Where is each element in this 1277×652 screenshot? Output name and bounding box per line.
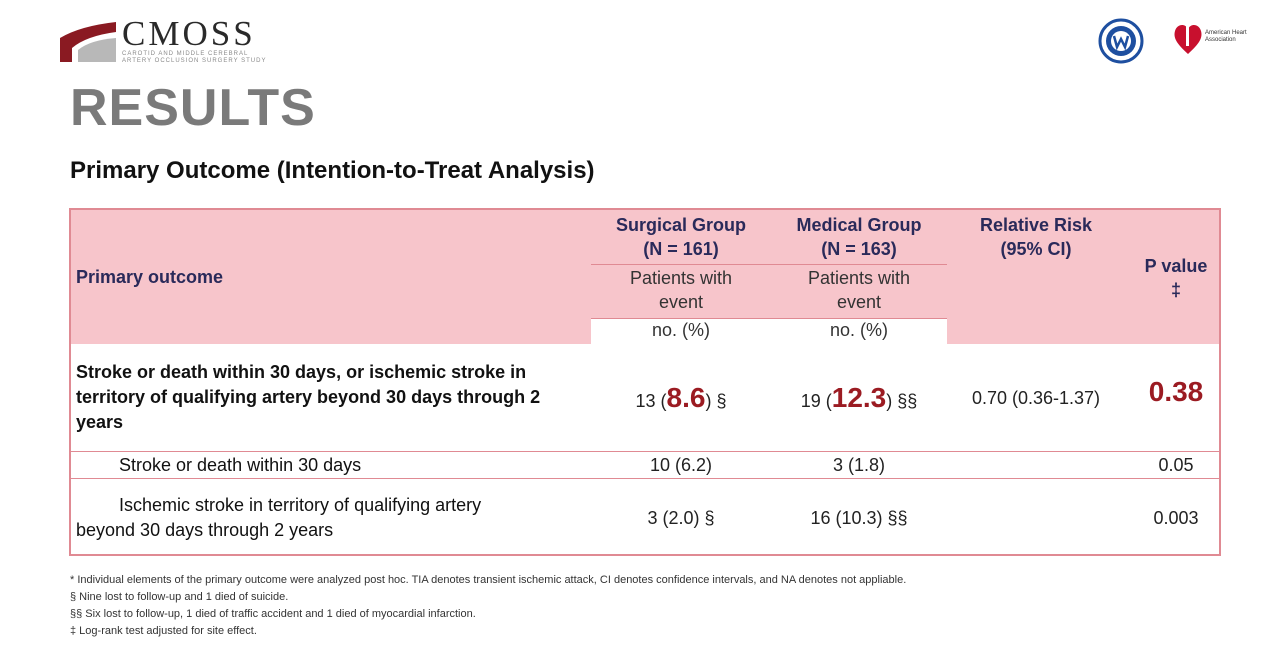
aha-logo: American Heart Association xyxy=(1173,20,1253,60)
row-stroke-death-surgical: 10 (6.2) xyxy=(649,455,713,475)
surgical-patients-line1: Patients with xyxy=(629,268,733,288)
footnote-2: § Nine lost to follow-up and 1 died of s… xyxy=(70,591,289,603)
header-relative-risk: Relative Risk (95% CI) xyxy=(951,213,1121,261)
medical-patients-line1: Patients with xyxy=(807,268,911,288)
partner-logos: American Heart Association xyxy=(1097,18,1257,64)
cmoss-logo-mark-icon xyxy=(60,16,116,62)
row-primary-p: 0.38 xyxy=(1148,376,1204,407)
surgical-patients-line2: event xyxy=(658,292,704,312)
surgical-group-title: Surgical Group xyxy=(615,215,747,235)
cmoss-logo: CMOSS CAROTID AND MIDDLE CEREBRAL ARTERY… xyxy=(60,14,290,66)
group-divider xyxy=(591,264,947,265)
row-stroke-death-p: 0.05 xyxy=(1158,455,1194,475)
logo-subtitle: CAROTID AND MIDDLE CEREBRAL ARTERY OCCLU… xyxy=(122,51,266,65)
row-primary-medical-n: 19 ( xyxy=(800,391,832,411)
heart-torch-icon xyxy=(1174,24,1202,54)
header-surgical-group: Surgical Group (N = 161) xyxy=(591,213,771,261)
relative-risk-title: Relative Risk xyxy=(979,215,1093,235)
logo-subtitle-line2: ARTERY OCCLUSION SURGERY STUDY xyxy=(122,58,267,64)
results-table: Primary outcome Surgical Group (N = 161)… xyxy=(69,208,1221,556)
row-primary-surgical: 13 (8.6) § xyxy=(591,384,771,413)
row-ischemic-stroke-label: Ischemic stroke in territory of qualifyi… xyxy=(76,493,586,543)
row-primary-outcome-label: Stroke or death within 30 days, or ische… xyxy=(76,362,541,432)
row-stroke-death-label: Stroke or death within 30 days xyxy=(119,455,362,475)
medical-units: no. (%) xyxy=(829,320,889,340)
p-value-symbol: ‡ xyxy=(1170,280,1181,300)
medical-group-title: Medical Group xyxy=(796,215,922,235)
row-primary-medical-pct: 12.3 xyxy=(831,382,887,413)
row-stroke-death-medical: 3 (1.8) xyxy=(832,455,886,475)
row-divider-1 xyxy=(71,451,1219,452)
row-ischemic-p: 0.003 xyxy=(1153,508,1199,528)
logo-text: CMOSS xyxy=(122,14,256,53)
footnotes: * Individual elements of the primary out… xyxy=(70,572,906,640)
row-ischemic-label-line2: beyond 30 days through 2 years xyxy=(76,520,334,540)
medical-patients-with-event: Patients with event xyxy=(771,266,947,314)
logo-subtitle-line1: CAROTID AND MIDDLE CEREBRAL xyxy=(122,51,249,57)
medical-group-n: (N = 163) xyxy=(821,239,897,259)
university-seal-icon xyxy=(1098,18,1144,64)
header-primary-outcome: Primary outcome xyxy=(76,267,224,287)
aha-text: American Heart Association xyxy=(1205,30,1247,43)
row-ischemic-label-line1: Ischemic stroke in territory of qualifyi… xyxy=(119,495,482,515)
row-ischemic-surgical: 3 (2.0) § xyxy=(647,508,715,528)
row-ischemic-medical: 16 (10.3) §§ xyxy=(810,508,908,528)
footnote-4: ‡ Log-rank test adjusted for site effect… xyxy=(70,625,257,637)
row-primary-surgical-pct: 8.6 xyxy=(666,382,706,413)
footnote-1: * Individual elements of the primary out… xyxy=(70,574,907,586)
surgical-units: no. (%) xyxy=(651,320,711,340)
footnote-3: §§ Six lost to follow-up, 1 died of traf… xyxy=(70,608,476,620)
units-strip xyxy=(591,318,947,344)
p-value-title: P value xyxy=(1144,256,1208,276)
relative-risk-ci: (95% CI) xyxy=(1000,239,1072,259)
row-primary-medical-suffix: ) §§ xyxy=(886,391,918,411)
row-primary-surgical-n: 13 ( xyxy=(635,391,667,411)
row-primary-surgical-suffix: ) § xyxy=(705,391,727,411)
row-primary-medical: 19 (12.3) §§ xyxy=(771,384,947,413)
row-primary-rr: 0.70 (0.36-1.37) xyxy=(971,388,1101,408)
surgical-patients-with-event: Patients with event xyxy=(591,266,771,314)
row-divider-2 xyxy=(71,478,1219,479)
page-title: RESULTS xyxy=(70,79,316,137)
page-subtitle: Primary Outcome (Intention-to-Treat Anal… xyxy=(70,157,595,184)
medical-patients-line2: event xyxy=(836,292,882,312)
header-p-value: P value ‡ xyxy=(1121,254,1231,302)
header-medical-group: Medical Group (N = 163) xyxy=(771,213,947,261)
surgical-group-n: (N = 161) xyxy=(643,239,719,259)
